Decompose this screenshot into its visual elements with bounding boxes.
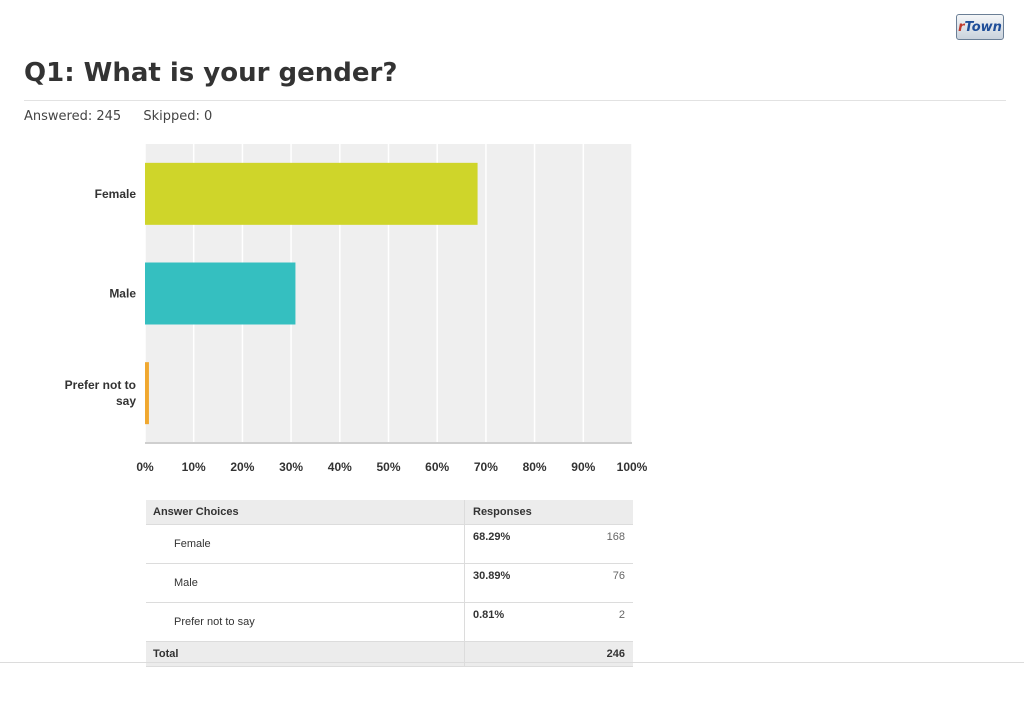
x-tick-label: 100% bbox=[617, 460, 648, 474]
bar-prefer-not-to-say bbox=[145, 362, 149, 425]
row-percent: 0.81% bbox=[464, 602, 572, 642]
table-row: Prefer not to say 0.81% 2 bbox=[146, 602, 633, 642]
logo-suffix: Town bbox=[964, 20, 1002, 35]
table-header-row: Answer Choices Responses bbox=[146, 500, 633, 525]
header-answer-choices: Answer Choices bbox=[146, 500, 465, 525]
bar-male bbox=[145, 262, 296, 325]
table-row: Female 68.29% 168 bbox=[146, 524, 633, 564]
x-tick-label: 70% bbox=[474, 460, 498, 474]
x-tick-label: 20% bbox=[230, 460, 254, 474]
row-choice: Female bbox=[146, 524, 465, 564]
x-tick-label: 10% bbox=[182, 460, 206, 474]
x-tick-label: 60% bbox=[425, 460, 449, 474]
title-divider bbox=[24, 100, 1006, 101]
row-count: 2 bbox=[571, 602, 633, 642]
row-choice: Prefer not to say bbox=[146, 602, 465, 642]
x-tick-label: 0% bbox=[136, 460, 154, 474]
x-tick-label: 40% bbox=[328, 460, 352, 474]
row-count: 76 bbox=[571, 563, 633, 603]
rtown-logo[interactable]: rTown bbox=[956, 14, 1004, 40]
header-responses: Responses bbox=[464, 500, 633, 525]
x-tick-label: 50% bbox=[376, 460, 400, 474]
question-title: Q1: What is your gender? bbox=[24, 58, 398, 88]
category-label: Male bbox=[109, 287, 136, 301]
logo-prefix: r bbox=[958, 20, 965, 35]
category-label: Prefer not to say bbox=[65, 378, 137, 408]
category-label: Female bbox=[95, 187, 137, 201]
answered-count: Answered: 245 bbox=[24, 109, 122, 124]
table-row: Male 30.89% 76 bbox=[146, 563, 633, 603]
row-count: 168 bbox=[571, 524, 633, 564]
response-summary: Answered: 245 Skipped: 0 bbox=[24, 109, 230, 124]
gender-bar-chart: 0% 10% 20% 30% 40% 50% 60% 70% 80% 90% 100% Female M… bbox=[65, 144, 648, 474]
responses-table: Answer Choices Responses Female 68.29% 1… bbox=[146, 500, 633, 667]
row-choice: Male bbox=[146, 563, 465, 603]
x-tick-label: 90% bbox=[571, 460, 595, 474]
x-tick-label: 30% bbox=[279, 460, 303, 474]
bar-female bbox=[145, 162, 478, 225]
x-tick-label: 80% bbox=[523, 460, 547, 474]
footer-divider bbox=[0, 662, 1024, 663]
row-percent: 30.89% bbox=[464, 563, 572, 603]
row-percent: 68.29% bbox=[464, 524, 572, 564]
skipped-count: Skipped: 0 bbox=[143, 109, 213, 124]
